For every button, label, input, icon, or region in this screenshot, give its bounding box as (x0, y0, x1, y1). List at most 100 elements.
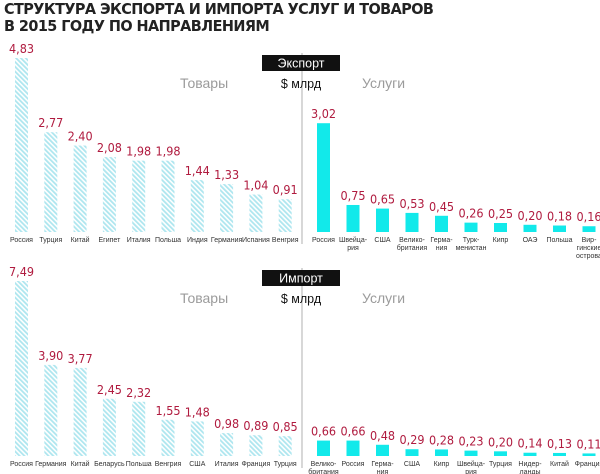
services-category-label: Польша (546, 237, 572, 244)
services-bar (553, 452, 566, 456)
services-bar (435, 449, 448, 456)
goods-category-label: Польша (126, 461, 152, 468)
goods-category-label: Китай (71, 460, 90, 468)
goods-bar (190, 180, 204, 232)
services-category-label: гинские (577, 245, 600, 252)
services-bar (523, 452, 537, 456)
goods-category-label: Испания (242, 237, 270, 244)
goods-category-label: Россия (10, 461, 33, 468)
services-bar (523, 224, 537, 232)
panel-header-label: Импорт (279, 272, 323, 286)
goods-bar (73, 145, 87, 232)
goods-value-label: 3,77 (68, 351, 93, 366)
goods-category-label: Россия (10, 237, 33, 244)
services-value-label: 0,66 (340, 424, 365, 439)
goods-bar (249, 435, 263, 456)
goods-value-label: 0,91 (273, 182, 298, 197)
services-bar (494, 451, 507, 456)
goods-category-label: Турция (274, 461, 297, 468)
services-value-label: 0,26 (458, 206, 483, 221)
services-value-label: 3,02 (311, 106, 336, 121)
goods-value-label: 1,98 (155, 144, 180, 159)
services-bar (582, 453, 596, 456)
goods-category-label: Египет (99, 237, 122, 244)
services-bar (494, 222, 507, 232)
goods-bar (161, 160, 175, 232)
services-bar (376, 208, 389, 232)
services-value-label: 0,20 (488, 434, 513, 449)
goods-bar (190, 421, 204, 456)
services-value-label: 0,25 (488, 206, 513, 221)
services-bar (464, 222, 478, 232)
services-bar (317, 123, 330, 232)
services-value-label: 0,65 (370, 192, 395, 207)
services-category-label: Швейца- (339, 236, 368, 244)
services-category-label: Россия (342, 461, 365, 468)
services-category-label: Россия (312, 237, 335, 244)
services-category-label: Велико- (311, 461, 337, 468)
services-category-label: острова (576, 253, 600, 260)
services-value-label: 0,29 (399, 432, 424, 447)
services-category-label: британия (308, 468, 339, 474)
goods-value-label: 1,44 (185, 163, 210, 178)
services-bar (405, 449, 419, 456)
services-value-label: 0,66 (311, 424, 336, 439)
services-category-label: США (374, 237, 390, 244)
services-value-label: 0,13 (547, 436, 572, 451)
services-category-label: Швейца- (457, 460, 486, 468)
unit-label: $ млрд (281, 77, 322, 91)
goods-value-label: 4,83 (9, 41, 34, 56)
services-category-label: Велико- (399, 237, 425, 244)
goods-category-label: Венгрия (272, 237, 299, 244)
goods-bar (44, 364, 58, 456)
goods-value-label: 0,85 (273, 419, 298, 434)
panel-header-box (262, 270, 340, 286)
services-value-label: 0,45 (429, 199, 454, 214)
goods-category-label: Китай (71, 236, 90, 244)
services-category-label: рия (347, 245, 359, 252)
panel-header-label: Экспорт (278, 57, 325, 71)
services-category-label: Турция (489, 461, 512, 468)
services-value-label: 0,53 (399, 196, 424, 211)
goods-category-label: Беларусь (94, 461, 125, 468)
services-bar (376, 444, 389, 456)
services-value-label: 0,48 (370, 428, 395, 443)
goods-category-label: Турция (39, 237, 62, 244)
goods-value-label: 2,08 (97, 140, 122, 155)
goods-value-label: 1,48 (185, 404, 210, 419)
goods-bar (102, 398, 116, 456)
goods-category-label: Германия (211, 237, 243, 244)
services-bar (553, 225, 566, 232)
services-value-label: 0,75 (340, 188, 365, 203)
services-bar (582, 226, 596, 232)
chart-title: Структура экспорта и импорта услуг и тов… (4, 1, 434, 35)
title-line-2: в 2015 году по направлениям (4, 17, 270, 35)
services-category-label: Китай (550, 460, 569, 468)
goods-bar (15, 281, 28, 456)
group-label-services: Услуги (362, 75, 405, 91)
services-category-label: Кипр (493, 237, 509, 244)
services-category-label: менистан (456, 245, 487, 252)
goods-bar (102, 157, 116, 232)
goods-bar (278, 199, 292, 232)
goods-bar (220, 433, 234, 456)
group-label-services: Услуги (362, 290, 405, 306)
services-value-label: 0,18 (547, 209, 572, 224)
services-category-label: Вир- (582, 237, 597, 244)
services-category-label: США (404, 461, 420, 468)
goods-value-label: 0,89 (243, 418, 268, 433)
goods-value-label: 1,55 (155, 403, 180, 418)
services-category-label: ланды (520, 469, 541, 474)
services-bar (317, 440, 330, 456)
group-label-goods: Товары (180, 75, 228, 91)
goods-bar (220, 184, 234, 232)
services-category-label: Герма- (430, 237, 453, 244)
goods-bar (132, 401, 146, 456)
goods-category-label: Германия (35, 461, 67, 468)
goods-value-label: 2,40 (68, 129, 93, 144)
services-bar (435, 215, 448, 232)
goods-category-label: Италия (215, 461, 239, 468)
services-category-label: Турк- (463, 237, 480, 244)
goods-value-label: 1,98 (126, 144, 151, 159)
goods-value-label: 7,49 (9, 264, 34, 279)
